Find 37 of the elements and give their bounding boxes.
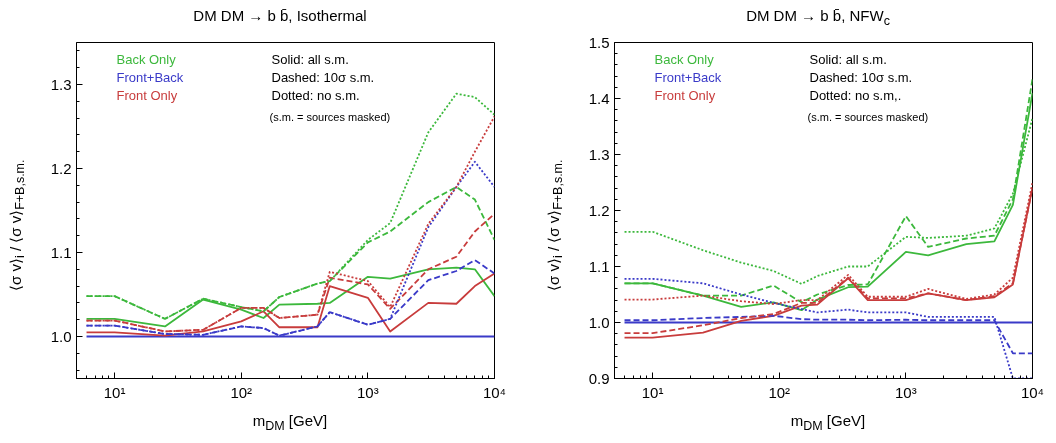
text: Back Only (116, 51, 177, 67)
x-axis-title: m$_{DM}$ [GeV] (252, 411, 328, 435)
text: Back Only (654, 51, 715, 67)
x-axis-title: m$_{DM}$ [GeV] (790, 411, 866, 435)
annotation: Dotted: no s.m,. (809, 87, 902, 103)
text: Front Only (654, 87, 716, 103)
x-tick-label: 10¹ (103, 383, 126, 401)
y-tick-label: 1.1 (50, 243, 72, 261)
text: Front+Back (116, 69, 184, 85)
y-tick-label: 1.5 (588, 33, 610, 51)
y-tick-label: 1.2 (50, 159, 72, 177)
x-tick-label: 10² (768, 383, 791, 401)
x-tick-label: 10¹ (641, 383, 664, 401)
annotation: Dashed: 10σ s.m. (271, 69, 375, 85)
text: Front+Back (654, 69, 722, 85)
y-tick-label: 1.1 (588, 257, 610, 275)
y-tick-label: 0.9 (588, 369, 610, 387)
y-tick-label: 1.2 (588, 201, 610, 219)
annotation: Dotted: no s.m. (271, 87, 360, 103)
chart-title: DM DM → b b̄, Isothermal (193, 6, 367, 26)
y-tick-label: 1.3 (588, 145, 610, 163)
annotation: Dashed: 10σ s.m. (809, 69, 913, 85)
y-tick-label: 1.4 (588, 89, 610, 107)
y-tick-label: 1.0 (588, 313, 610, 331)
y-tick-label: 1.0 (50, 327, 72, 345)
x-tick-label: 10³ (357, 383, 379, 401)
annotation: Solid: all s.m. (809, 51, 887, 67)
x-tick-label: 10³ (895, 383, 917, 401)
x-tick-label: 10⁴ (1020, 383, 1045, 401)
annotation: Solid: all s.m. (271, 51, 349, 67)
x-tick-label: 10² (230, 383, 253, 401)
annotation: (s.m. = sources masked) (269, 110, 391, 123)
chart-title: DM DM → b b̄, NFW$_{c}$ (746, 6, 890, 30)
annotation: (s.m. = sources masked) (807, 110, 929, 123)
x-tick-label: 10⁴ (482, 383, 507, 401)
y-tick-label: 1.3 (50, 75, 72, 93)
text: Front Only (116, 87, 178, 103)
